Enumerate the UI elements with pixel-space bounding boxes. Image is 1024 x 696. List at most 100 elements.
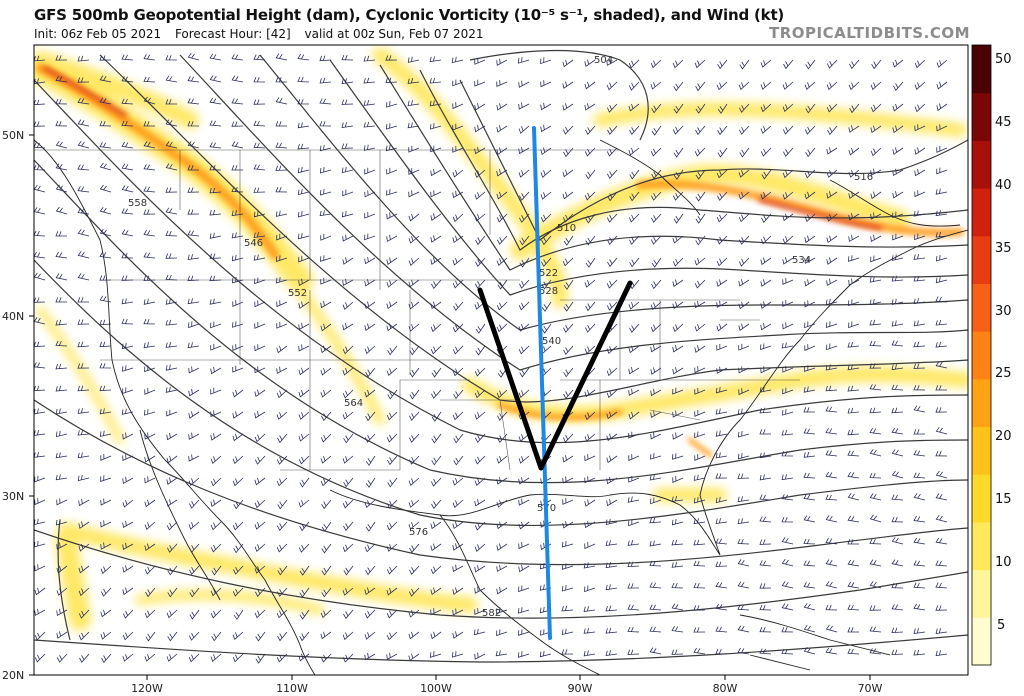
wind-barb (847, 341, 860, 348)
wind-barb (319, 55, 332, 62)
wind-barb (495, 650, 508, 657)
wind-barb (77, 229, 90, 237)
wind-barb (187, 298, 200, 305)
wind-barb (891, 407, 904, 414)
wind-barb (210, 366, 222, 375)
wind-barb (935, 231, 948, 238)
wind-barb (320, 367, 332, 376)
wind-barb (210, 499, 222, 507)
wind-barb (474, 169, 486, 178)
wind-barb (275, 187, 288, 193)
wind-barb (55, 385, 68, 392)
wind-barb (167, 631, 178, 642)
wind-barb (737, 496, 750, 503)
wind-barb (693, 539, 706, 546)
wind-barb (716, 343, 728, 351)
wind-barb (759, 583, 772, 589)
wind-barb (364, 433, 376, 443)
wind-barb (715, 626, 728, 633)
wind-barb (408, 323, 420, 332)
wind-barb (143, 409, 156, 416)
wind-barb (562, 433, 574, 443)
wind-barb (363, 55, 376, 62)
wind-barb (99, 275, 112, 281)
wind-barb (583, 650, 596, 657)
wind-barb (55, 319, 68, 326)
wind-barb (386, 433, 398, 443)
wind-barb (386, 565, 398, 575)
contour-label: 540 (542, 336, 561, 347)
wind-barb (562, 169, 574, 178)
wind-barb (913, 405, 926, 413)
wind-barb (121, 185, 134, 193)
wind-barb (518, 498, 530, 506)
wind-barb (496, 521, 508, 530)
wind-barb (275, 142, 288, 149)
wind-barb (563, 389, 574, 400)
wind-barb (56, 631, 68, 639)
wind-barb (848, 321, 860, 329)
wind-barb (319, 121, 332, 127)
wind-barb (650, 301, 662, 310)
wind-barb (34, 631, 46, 641)
wind-barb (914, 190, 926, 198)
wind-barb (869, 427, 882, 435)
wind-barb (56, 542, 68, 550)
wind-barb (585, 125, 596, 136)
wind-barb (298, 344, 310, 352)
wind-barb (891, 537, 904, 545)
wind-barb (474, 191, 486, 200)
wind-barb (122, 499, 134, 508)
wind-barb (209, 253, 222, 259)
wind-barb (518, 629, 530, 636)
wind-barb (935, 493, 948, 501)
wind-barb (715, 561, 728, 567)
wind-barb (914, 103, 926, 113)
wind-barb (561, 585, 574, 592)
contour-labels: 504 510 516 522 528 534 540 546 552 558 … (128, 55, 873, 619)
wind-barb (891, 427, 904, 435)
wind-barb (233, 543, 244, 554)
wind-barb (452, 543, 464, 551)
wind-barb (497, 433, 508, 444)
wind-barb (99, 319, 112, 326)
wind-barb (409, 455, 420, 465)
wind-barb (848, 125, 860, 133)
wind-barb (385, 77, 398, 84)
wind-barb (55, 340, 68, 347)
wind-barb (253, 210, 266, 218)
wind-barb (121, 318, 134, 325)
wind-barb (585, 169, 596, 180)
wind-barb (232, 455, 244, 465)
wind-barb (386, 609, 398, 619)
wind-barb (320, 300, 332, 309)
wind-barb (365, 521, 376, 532)
wind-barb (122, 565, 134, 573)
wind-barb (826, 147, 838, 155)
wind-barb (100, 565, 112, 575)
wind-barb (803, 407, 815, 413)
wind-barb (628, 301, 640, 310)
wind-barb (386, 234, 398, 242)
wind-barb (407, 56, 420, 63)
wind-barb (143, 342, 156, 349)
wind-barb (145, 631, 156, 642)
wind-barb (430, 190, 442, 198)
wind-barb (233, 499, 244, 510)
wind-barb (254, 543, 266, 552)
wind-barb (78, 631, 90, 641)
wind-barb (826, 191, 838, 199)
wind-barb (562, 59, 574, 68)
wind-barb (760, 191, 772, 200)
wind-barb (408, 631, 420, 640)
wind-barb (231, 276, 244, 284)
wind-barb (562, 455, 574, 463)
wind-barb (782, 409, 794, 416)
wind-barb (297, 143, 310, 150)
wind-barb (935, 276, 948, 284)
wind-barb (232, 631, 244, 640)
wind-barb (825, 537, 838, 545)
lat-label: 40N (2, 310, 24, 323)
wind-barb (165, 163, 178, 171)
